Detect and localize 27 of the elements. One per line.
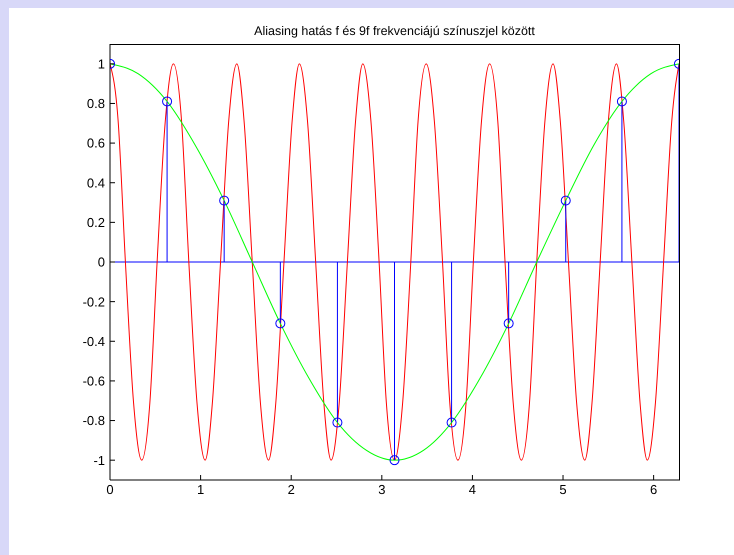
point [219, 196, 230, 206]
y-tick-label: -0.2 [82, 294, 105, 310]
y-tick-label: 0.4 [86, 175, 105, 190]
point [504, 318, 514, 328]
y-tick-label: 0.2 [86, 214, 105, 230]
y-tick-label: -0.4 [82, 334, 105, 349]
point [390, 455, 400, 466]
y-tick-label: -1 [93, 452, 105, 468]
x-tick-label: 3 [378, 482, 386, 498]
x-tick-label: 1 [196, 482, 204, 498]
point [162, 96, 172, 106]
y-tick-label: 1 [98, 56, 105, 72]
point [616, 96, 627, 106]
point [560, 196, 571, 206]
point [446, 418, 457, 428]
point [332, 418, 342, 428]
y-tick-label: -0.6 [82, 374, 105, 389]
y-tick-label: 0.6 [86, 136, 105, 151]
y-tick-label: -0.8 [82, 413, 105, 428]
y-tick-label: 0 [98, 254, 105, 270]
x-tick-label: 5 [559, 482, 567, 498]
point [275, 318, 286, 328]
x-tick-label: 4 [468, 482, 476, 498]
y-tick-label: 0.8 [86, 96, 105, 112]
x-tick-label: 6 [650, 482, 658, 498]
chart-title: Aliasing hatás f és 9f frekvenciájú színuszjel között [253, 24, 536, 38]
x-tick-label: 2 [288, 482, 295, 498]
